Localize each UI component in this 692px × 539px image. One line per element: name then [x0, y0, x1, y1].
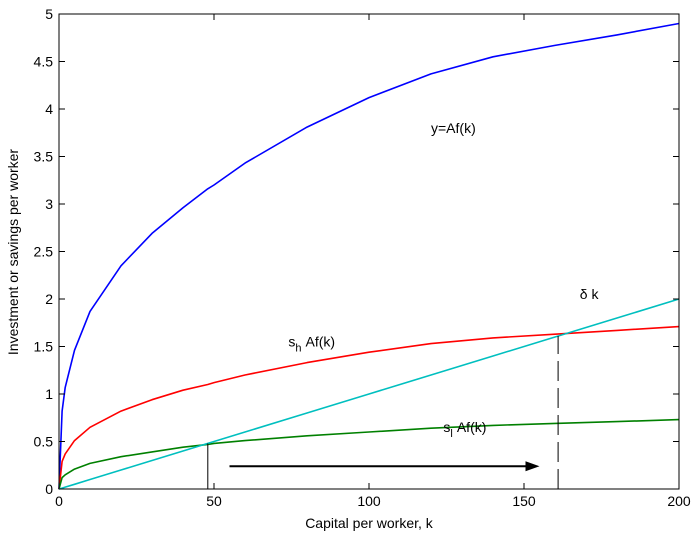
curve-label-2: sh Af(k): [288, 334, 335, 355]
series-line-1: [58, 325, 680, 490]
curve-label-0: y=Af(k): [431, 120, 476, 136]
y-tick-label: 0: [45, 481, 53, 497]
series-line-2: [58, 418, 680, 490]
curve-label-3: sl Af(k): [443, 419, 486, 440]
y-tick-label: 5: [45, 6, 53, 22]
y-axis-label: Investment or savings per worker: [5, 149, 21, 356]
y-tick-label: 1.5: [34, 339, 54, 355]
series-layer: [58, 22, 680, 490]
y-tick-label: 3: [45, 196, 53, 212]
series-line-0: [58, 22, 680, 490]
curve-label-layer: y=Af(k) δ k sh Af(k) sl Af(k): [288, 120, 599, 440]
y-tick-label: 3.5: [34, 149, 54, 165]
y-tick-label: 4.5: [34, 54, 54, 70]
plot-background: [59, 14, 679, 489]
y-tick-label: 4: [45, 101, 53, 117]
y-tick-label: 2: [45, 291, 53, 307]
x-tick-label: 50: [206, 493, 222, 509]
y-tick-label: 0.5: [34, 434, 54, 450]
arrow-head: [525, 461, 540, 472]
x-axis-label: Capital per worker, k: [305, 515, 434, 531]
series-line-3: [58, 298, 680, 490]
x-tick-label: 100: [357, 493, 381, 509]
axes-layer: 0 50 100 150 200 0 0.5 1 1.5 2 2.5 3 3.5 4 4.5 5: [34, 6, 691, 509]
x-tick-label: 150: [512, 493, 536, 509]
curve-label-1: δ k: [580, 286, 600, 302]
x-tick-label: 200: [667, 493, 691, 509]
x-tick-label: 0: [55, 493, 63, 509]
reference-layer: [207, 336, 559, 489]
y-tick-label: 2.5: [34, 244, 54, 260]
y-tick-label: 1: [45, 386, 53, 402]
